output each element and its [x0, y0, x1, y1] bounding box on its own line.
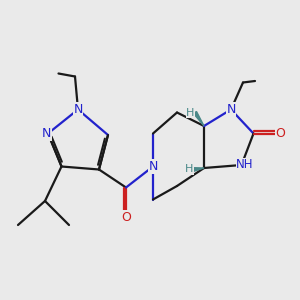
- Text: N: N: [42, 127, 51, 140]
- Text: O: O: [276, 127, 285, 140]
- Text: N: N: [226, 103, 236, 116]
- Text: N: N: [73, 103, 83, 116]
- Text: N: N: [148, 160, 158, 173]
- Text: O: O: [121, 211, 131, 224]
- Text: H: H: [186, 107, 195, 118]
- Polygon shape: [193, 168, 204, 171]
- Text: H: H: [185, 164, 193, 175]
- Text: NH: NH: [236, 158, 254, 172]
- Polygon shape: [194, 112, 204, 126]
